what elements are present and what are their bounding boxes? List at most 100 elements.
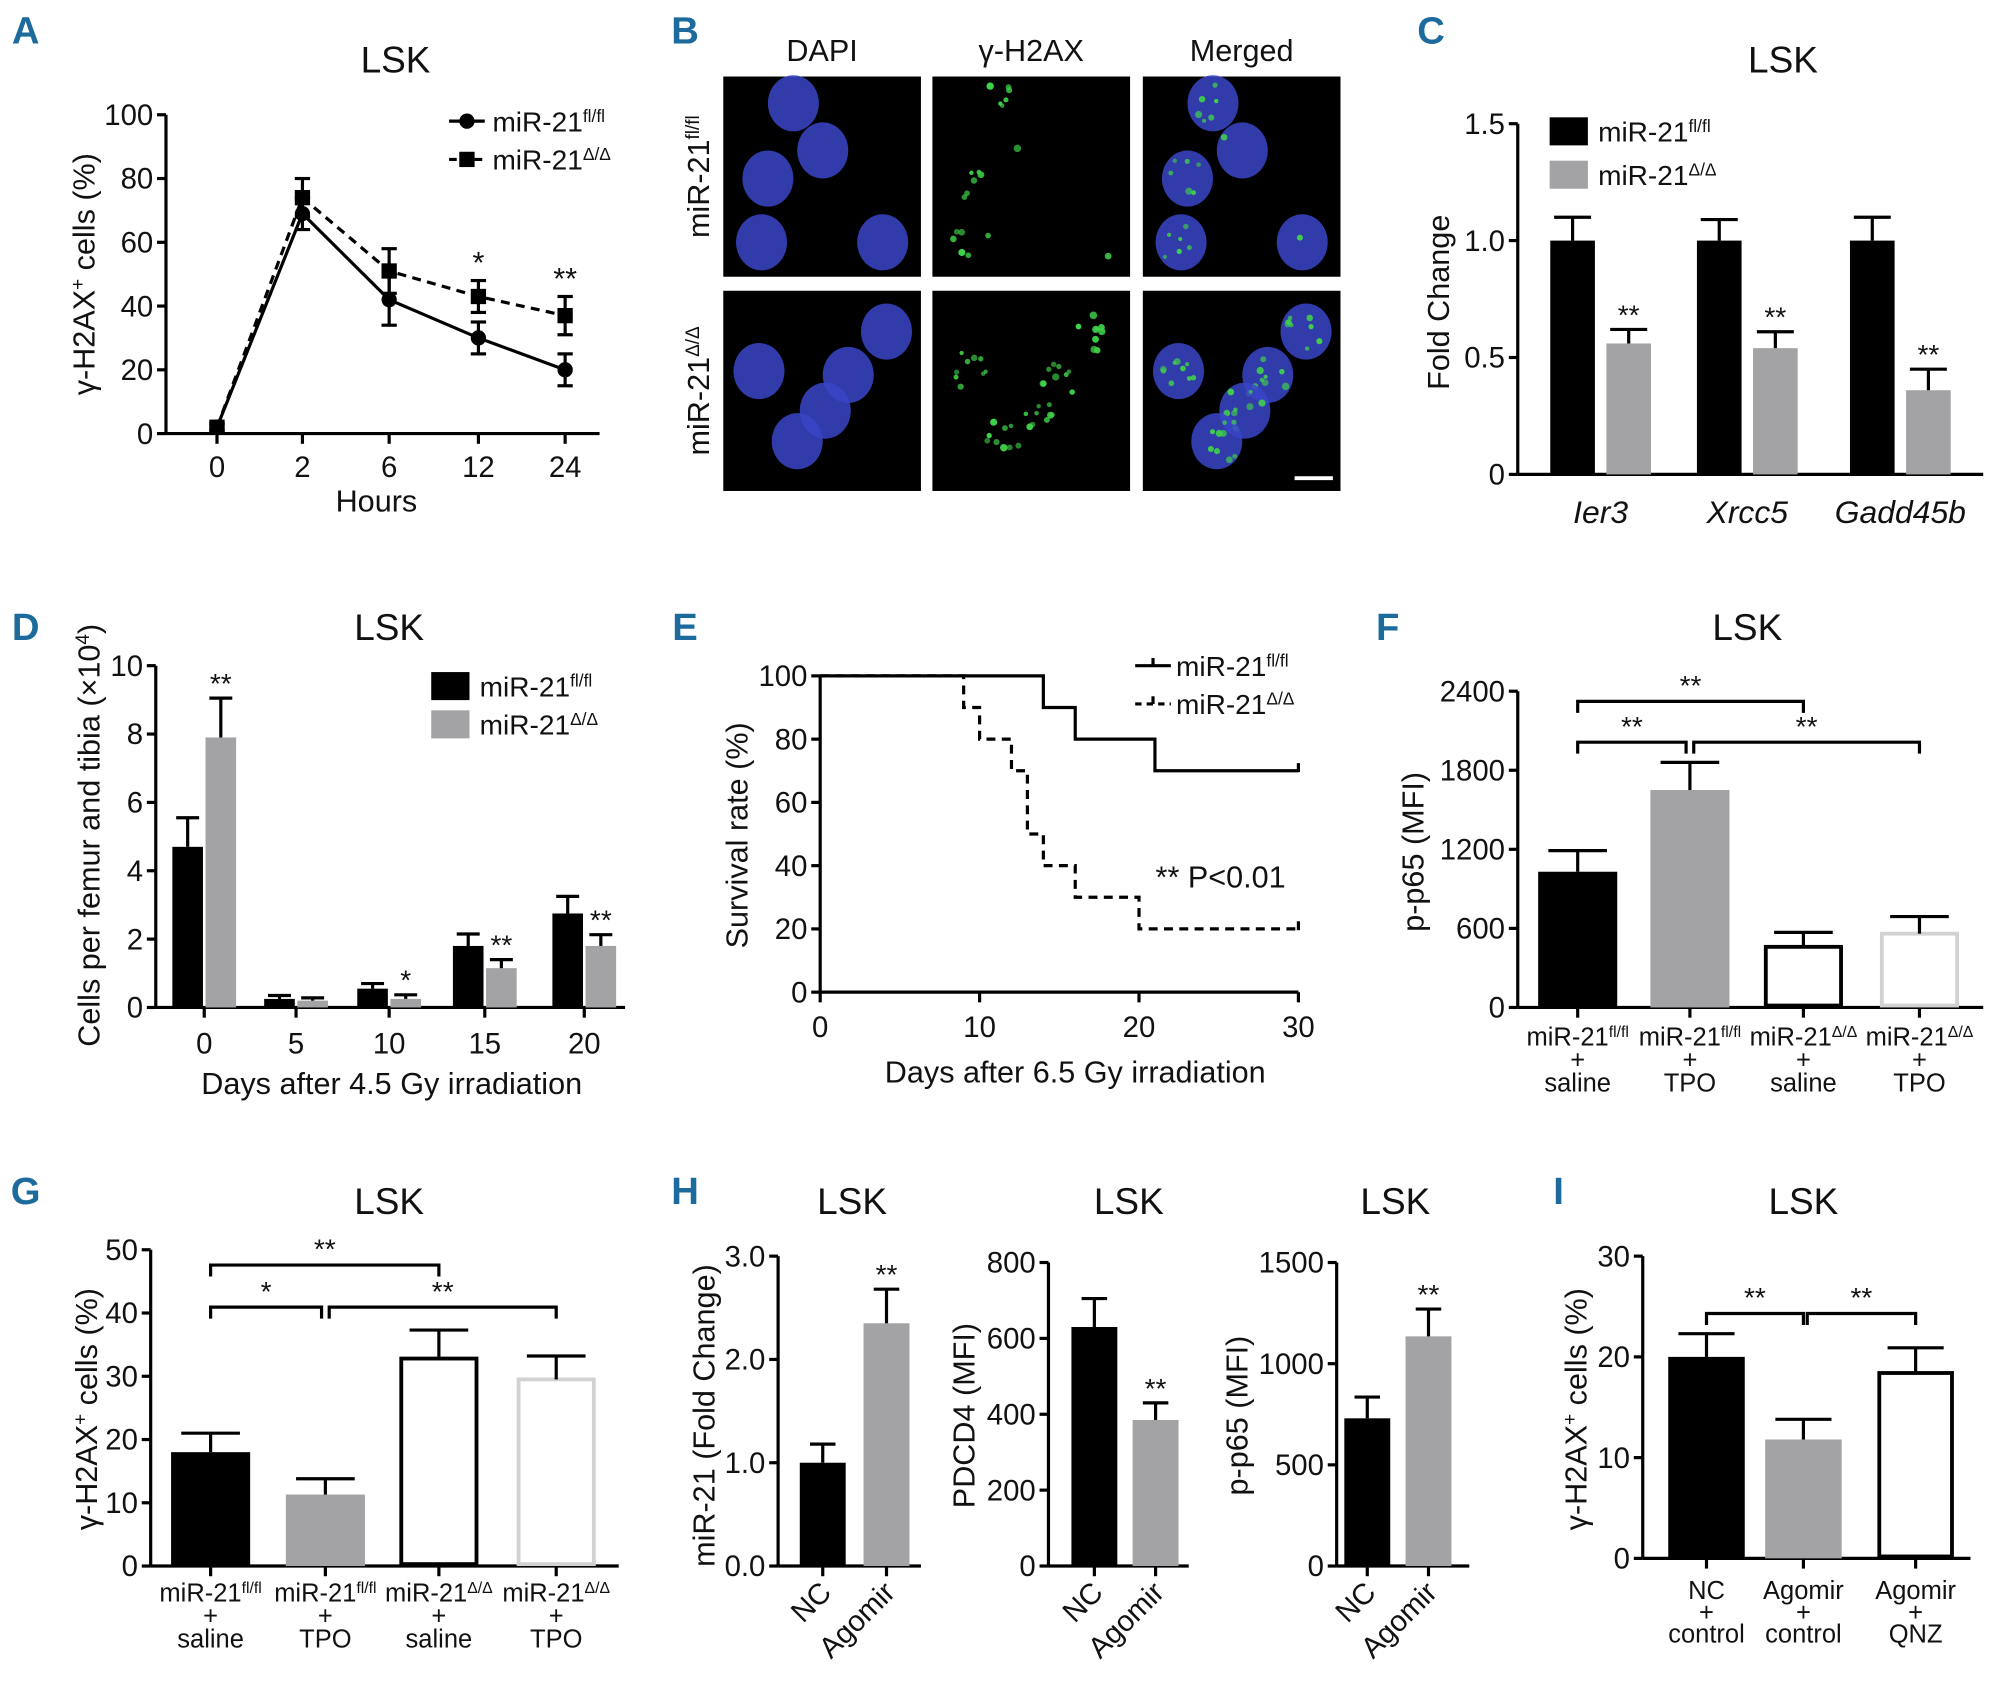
foci [1172,158,1177,164]
x-tick-label: miR-21Δ/Δ [385,1580,493,1608]
significance-star: ** [1851,1282,1873,1313]
foci [1184,158,1190,164]
foci [1006,87,1013,94]
foci [1098,324,1105,331]
text-segment: ) [73,624,107,634]
row-label: miR-21fl/fl [682,115,716,238]
significance-star: ** [210,668,232,699]
foci [950,235,957,243]
foci [1000,444,1008,452]
x-tick-label: 15 [468,1027,501,1060]
bracket-line [1576,740,1688,754]
chart-title: LSK [1768,1181,1838,1222]
significance-star: ** [1764,302,1786,333]
text-segment: cells (%) [68,153,102,279]
bar [1071,1327,1118,1567]
foci [954,369,960,375]
foci [964,190,970,197]
y-tick-label: 40 [121,290,154,323]
panel-letter: B [671,9,699,52]
y-tick-label: 0 [137,418,153,451]
foci [1046,366,1052,372]
foci [1304,346,1310,351]
superscript: 4 [73,634,94,645]
foci [1223,409,1231,417]
foci [953,374,959,380]
significance-star: ** [876,1259,898,1290]
significance-bracket [1805,1311,1918,1325]
foci [1281,382,1290,391]
y-axis-label: miR-21 (Fold Change) [687,1264,721,1567]
foci [1043,416,1050,423]
bracket-line [209,1305,324,1319]
y-axis-label: γ-H2AX+ cells (%) [68,153,102,395]
significance-bracket [1576,699,1806,713]
foci [1201,118,1207,123]
foci [1023,411,1029,417]
data-point [381,292,397,308]
nucleus [767,75,819,132]
x-tick-label: control [1668,1621,1745,1649]
foci [1256,366,1264,375]
y-tick-label: 100 [758,660,807,693]
x-tick-label: 5 [288,1027,304,1060]
bar [1606,343,1652,475]
foci [1063,372,1069,378]
foci [1186,376,1192,381]
y-tick-label: 30 [105,1360,138,1393]
legend-label: miR-21Δ/Δ [480,709,599,741]
foci [1056,363,1062,370]
significance-bracket [327,1305,558,1319]
significance-star: ** [553,262,577,296]
y-tick-label: 500 [1275,1449,1324,1482]
foci [1259,377,1265,383]
significance-star: ** [1618,299,1640,330]
foci [1232,453,1238,459]
y-tick-label: 600 [987,1323,1036,1356]
x-tick-label: 2 [294,451,310,484]
y-tick-label: 60 [775,787,808,820]
foci [965,252,972,259]
x-tick-label: miR-21fl/fl [1527,1024,1629,1052]
significance-star: ** [432,1276,454,1307]
p-value-annotation: ** P<0.01 [1156,861,1286,895]
bar [1765,1439,1842,1559]
y-axis-label: p-p65 (MFI) [1396,772,1430,932]
data-point [381,263,397,279]
y-axis-label: PDCD4 (MFI) [947,1323,981,1508]
foci [1215,429,1223,437]
micrograph [932,76,1131,277]
y-tick-label: 30 [1597,1240,1630,1273]
y-tick-label: 4 [127,855,143,888]
x-tick-label: 0 [209,451,225,484]
x-tick-label: + [431,1603,446,1631]
y-axis-label: γ-H2AX+ cells (%) [1560,1288,1594,1530]
x-axis-label: Days after 4.5 Gy irradiation [201,1067,582,1101]
foci [1289,322,1294,328]
micrograph [932,290,1131,491]
foci [1214,98,1219,104]
chart-title: LSK [361,40,431,81]
foci [1002,425,1008,432]
y-tick-label: 2.0 [725,1344,766,1377]
x-tick-label: 24 [549,451,582,484]
significance-bracket [1704,1311,1806,1325]
bar [1877,1371,1954,1559]
foci [1036,404,1041,409]
significance-star: ** [1418,1279,1440,1310]
x-tick-label: 0 [196,1027,212,1060]
significance-star: ** [1680,670,1702,701]
bar [552,913,583,1008]
foci [1207,445,1214,453]
y-tick-label: 80 [775,723,808,756]
foci [1212,82,1218,88]
foci [964,358,971,365]
series-line [215,210,566,428]
x-tick-label: + [318,1603,333,1631]
panel-letter: I [1553,1170,1564,1213]
foci [1183,223,1189,230]
legend-label: miR-21fl/fl [1598,116,1711,148]
foci [1166,232,1172,237]
significance-bracket [1692,740,1922,754]
